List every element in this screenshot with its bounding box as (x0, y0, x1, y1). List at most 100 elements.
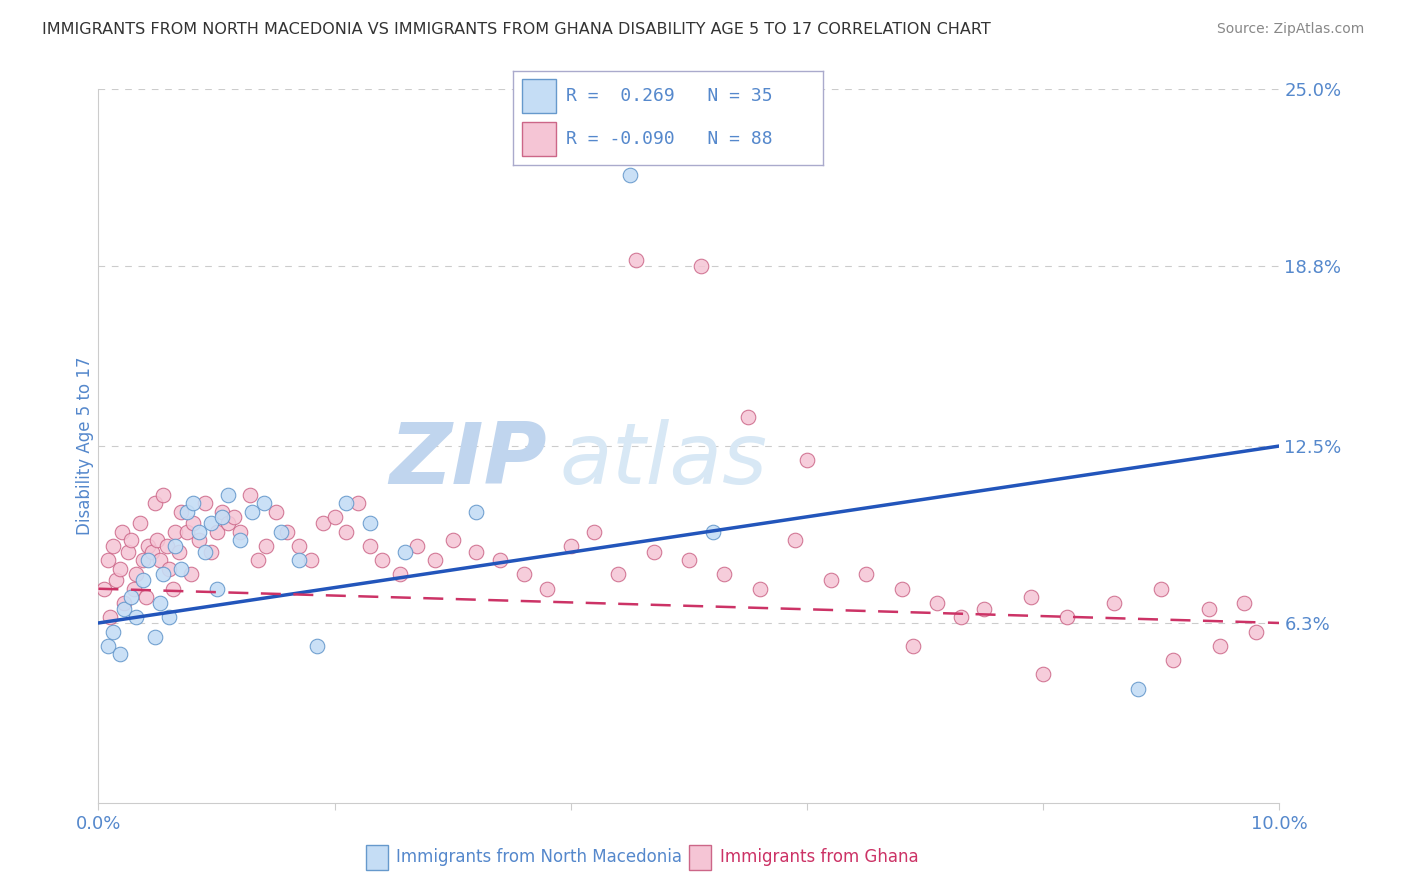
Point (1233, 596, 1256, 610)
Bar (523, 122, 557, 156)
Point (143, 630, 166, 644)
Point (136, 539, 159, 553)
Point (855, 567, 877, 582)
Point (187, 533, 209, 548)
Point (229, 524, 252, 539)
Point (194, 496, 217, 510)
Point (1021, 591, 1043, 605)
Point (335, 496, 357, 510)
Point (347, 496, 370, 510)
Point (264, 505, 287, 519)
Point (108, 562, 131, 576)
Point (253, 496, 276, 510)
Point (105, 573, 128, 587)
Point (211, 505, 233, 519)
Text: Immigrants from Ghana: Immigrants from Ghana (720, 848, 918, 866)
Point (713, 567, 735, 582)
Point (112, 601, 135, 615)
Point (394, 544, 416, 558)
Point (157, 610, 180, 624)
Point (194, 544, 217, 558)
Point (465, 505, 488, 519)
Point (441, 533, 464, 548)
Point (122, 582, 145, 596)
Point (187, 524, 209, 539)
Point (157, 562, 180, 576)
Point (125, 610, 148, 624)
Point (162, 582, 184, 596)
Point (1244, 624, 1267, 639)
Text: ZIP: ZIP (389, 418, 547, 502)
Point (423, 553, 446, 567)
Point (702, 524, 724, 539)
Point (1126, 681, 1149, 696)
Point (101, 539, 124, 553)
Point (121, 591, 143, 605)
Point (388, 567, 411, 582)
Point (117, 544, 139, 558)
Point (607, 567, 630, 582)
Point (973, 601, 995, 615)
Point (1056, 610, 1078, 624)
Text: R =  0.269   N = 35: R = 0.269 N = 35 (565, 87, 772, 104)
Point (176, 505, 198, 519)
Point (211, 510, 233, 524)
Point (288, 539, 311, 553)
Point (181, 496, 204, 510)
Point (141, 544, 163, 558)
Point (359, 516, 381, 530)
Point (299, 553, 322, 567)
Point (217, 516, 239, 530)
Bar (523, 78, 557, 112)
Point (305, 639, 328, 653)
Point (205, 524, 228, 539)
Point (224, 510, 246, 524)
Point (156, 539, 179, 553)
Point (135, 591, 157, 605)
Point (925, 596, 948, 610)
Point (689, 259, 711, 273)
Point (536, 582, 558, 596)
Point (737, 410, 759, 425)
Text: atlas: atlas (560, 418, 768, 502)
Point (125, 567, 148, 582)
Point (624, 253, 647, 268)
Point (98, 610, 121, 624)
Point (200, 544, 222, 558)
Point (643, 544, 665, 558)
Point (229, 533, 252, 548)
Point (820, 573, 842, 587)
Point (97, 553, 120, 567)
Point (949, 610, 972, 624)
Point (748, 582, 770, 596)
Point (276, 524, 298, 539)
Point (678, 553, 700, 567)
Point (200, 516, 222, 530)
Point (217, 487, 239, 501)
Point (111, 524, 134, 539)
Point (128, 516, 150, 530)
Point (254, 539, 277, 553)
Point (108, 648, 131, 662)
Point (371, 553, 394, 567)
Text: Immigrants from North Macedonia: Immigrants from North Macedonia (396, 848, 682, 866)
Point (785, 533, 807, 548)
Point (312, 516, 335, 530)
Point (205, 582, 228, 596)
Point (270, 524, 292, 539)
Point (890, 582, 912, 596)
Point (583, 524, 606, 539)
Point (101, 624, 124, 639)
Point (240, 505, 263, 519)
Text: IMMIGRANTS FROM NORTH MACEDONIA VS IMMIGRANTS FROM GHANA DISABILITY AGE 5 TO 17 : IMMIGRANTS FROM NORTH MACEDONIA VS IMMIG… (42, 22, 991, 37)
Point (97, 639, 120, 653)
Point (93, 582, 115, 596)
Point (335, 524, 357, 539)
Point (323, 510, 346, 524)
Point (143, 496, 166, 510)
Point (167, 544, 190, 558)
Point (149, 596, 172, 610)
Text: R = -0.090   N = 88: R = -0.090 N = 88 (565, 130, 772, 148)
Point (121, 533, 143, 548)
Text: Source: ZipAtlas.com: Source: ZipAtlas.com (1216, 22, 1364, 37)
